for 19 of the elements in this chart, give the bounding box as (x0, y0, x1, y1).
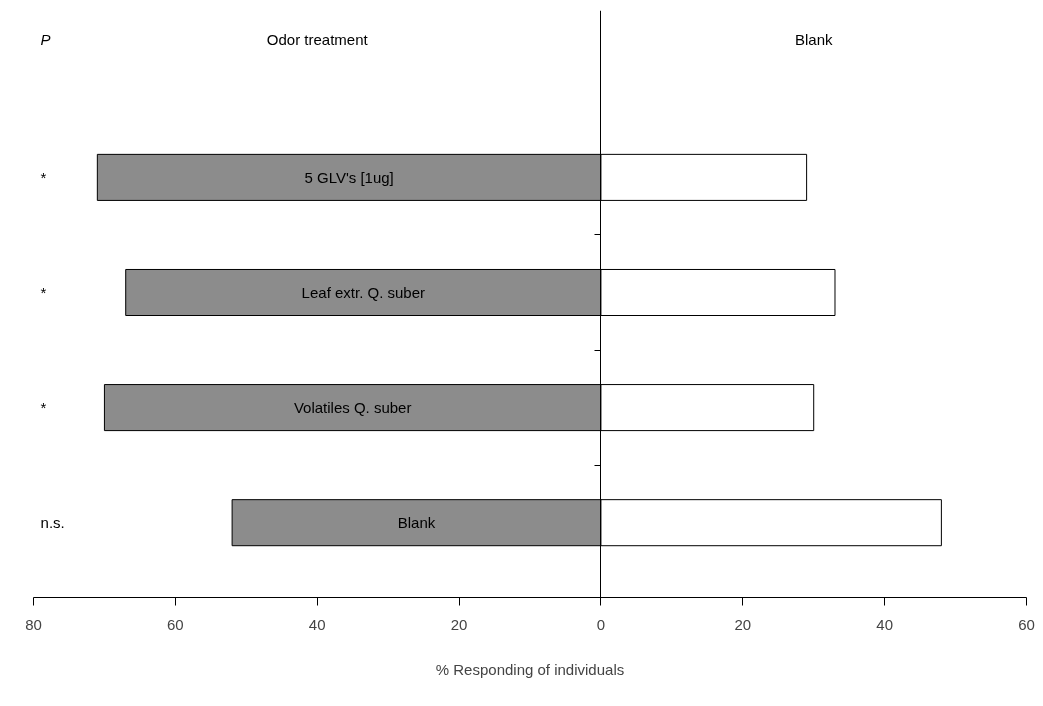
text: P (40, 30, 51, 48)
x-axis-title: % Responding of individuals (435, 660, 625, 678)
annotation: * (40, 168, 47, 186)
y-tick-label: Leaf extr. Q. suber (301, 283, 426, 301)
annotation: * (40, 399, 47, 417)
text: Odor treatment (266, 30, 369, 48)
y-tick-label: 5 GLV's [1ug] (304, 168, 394, 186)
x-tick-label: 40 (876, 615, 893, 633)
text: Blank (794, 30, 833, 48)
x-tick-label: 20 (734, 615, 752, 633)
x-tick-label: 0 (596, 615, 606, 633)
x-tick-label: 60 (1018, 615, 1035, 633)
x-tick-label: 20 (450, 615, 468, 633)
annotation: * (40, 283, 47, 301)
x-tick-label: 60 (167, 615, 184, 633)
x-tick-label: 40 (308, 615, 326, 633)
y-tick-label: Volatiles Q. suber (293, 399, 412, 417)
x-tick-label: 80 (25, 615, 42, 633)
annotation: n.s. (40, 514, 65, 532)
